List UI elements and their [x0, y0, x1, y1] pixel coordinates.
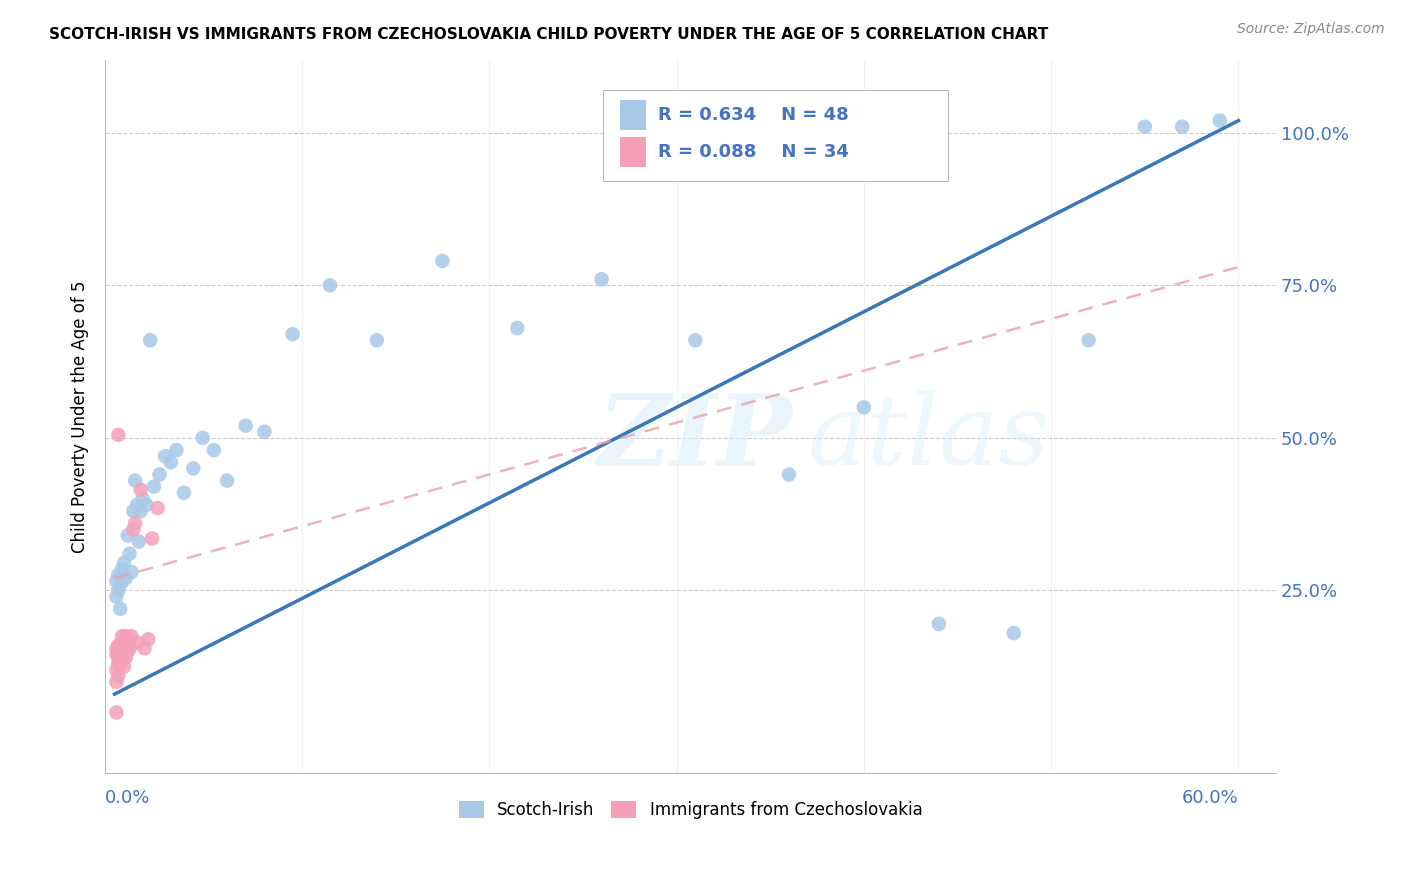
Point: [129, 483, 152, 497]
Point: [105, 648, 128, 662]
Point: [114, 629, 136, 643]
Point: [108, 577, 131, 591]
Point: [108, 641, 131, 656]
Point: [131, 491, 153, 506]
Point: [136, 632, 159, 647]
Point: [153, 449, 176, 463]
Point: [128, 534, 150, 549]
Point: [120, 565, 142, 579]
Text: ZIP: ZIP: [598, 390, 792, 486]
Point: [215, 474, 238, 488]
Point: [107, 657, 129, 671]
Point: [139, 333, 162, 347]
Point: [107, 650, 129, 665]
Point: [107, 641, 129, 656]
Point: [111, 574, 134, 589]
Point: [111, 644, 134, 658]
Point: [1002, 626, 1025, 640]
Point: [122, 504, 145, 518]
Point: [135, 498, 157, 512]
Point: [124, 516, 146, 531]
Point: [852, 401, 875, 415]
Point: [141, 532, 163, 546]
Point: [506, 321, 529, 335]
Point: [1133, 120, 1156, 134]
Point: [107, 638, 129, 652]
Point: [105, 590, 128, 604]
Point: [105, 574, 128, 589]
Point: [173, 485, 195, 500]
Point: [432, 254, 454, 268]
Point: [120, 629, 142, 643]
Point: [111, 562, 134, 576]
Point: [129, 504, 152, 518]
Point: [112, 556, 135, 570]
Point: [191, 431, 214, 445]
Point: [125, 498, 148, 512]
Text: 60.0%: 60.0%: [1182, 789, 1239, 806]
Point: [112, 659, 135, 673]
Point: [105, 706, 128, 720]
Point: [107, 669, 129, 683]
Point: [928, 617, 950, 632]
Point: [108, 657, 131, 671]
Point: [366, 333, 388, 347]
Text: R = 0.088    N = 34: R = 0.088 N = 34: [658, 143, 849, 161]
Bar: [620, 136, 647, 167]
Point: [107, 583, 129, 598]
Text: 0.0%: 0.0%: [105, 789, 150, 806]
Point: [105, 674, 128, 689]
Point: [319, 278, 342, 293]
Point: [142, 480, 165, 494]
Point: [125, 635, 148, 649]
FancyBboxPatch shape: [603, 89, 948, 181]
Point: [685, 333, 707, 347]
Point: [107, 568, 129, 582]
Point: [1209, 113, 1232, 128]
Point: [148, 467, 170, 482]
Point: [108, 648, 131, 662]
Point: [111, 654, 134, 668]
Point: [105, 663, 128, 677]
Point: [235, 418, 257, 433]
Text: Source: ZipAtlas.com: Source: ZipAtlas.com: [1237, 22, 1385, 37]
Point: [117, 528, 139, 542]
Point: [165, 443, 187, 458]
Point: [117, 635, 139, 649]
Point: [159, 455, 181, 469]
Point: [253, 425, 276, 439]
Point: [1171, 120, 1194, 134]
Y-axis label: Child Poverty Under the Age of 5: Child Poverty Under the Age of 5: [72, 280, 89, 553]
Legend: Scotch-Irish, Immigrants from Czechoslovakia: Scotch-Irish, Immigrants from Czechoslov…: [453, 794, 929, 826]
Point: [281, 327, 304, 342]
Text: SCOTCH-IRISH VS IMMIGRANTS FROM CZECHOSLOVAKIA CHILD POVERTY UNDER THE AGE OF 5 : SCOTCH-IRISH VS IMMIGRANTS FROM CZECHOSL…: [49, 27, 1049, 42]
Point: [134, 641, 156, 656]
Point: [591, 272, 613, 286]
Point: [108, 601, 131, 615]
Point: [114, 571, 136, 585]
Point: [118, 547, 141, 561]
Point: [118, 641, 141, 656]
Point: [117, 644, 139, 658]
Point: [146, 501, 169, 516]
Text: atlas: atlas: [807, 391, 1050, 485]
Bar: [620, 100, 647, 129]
Point: [108, 638, 131, 652]
Point: [111, 629, 134, 643]
Point: [778, 467, 800, 482]
Point: [1077, 333, 1099, 347]
Point: [122, 522, 145, 536]
Point: [202, 443, 225, 458]
Point: [114, 650, 136, 665]
Point: [112, 635, 135, 649]
Point: [107, 427, 129, 442]
Point: [181, 461, 204, 475]
Point: [124, 474, 146, 488]
Text: R = 0.634    N = 48: R = 0.634 N = 48: [658, 105, 849, 124]
Point: [105, 641, 128, 656]
